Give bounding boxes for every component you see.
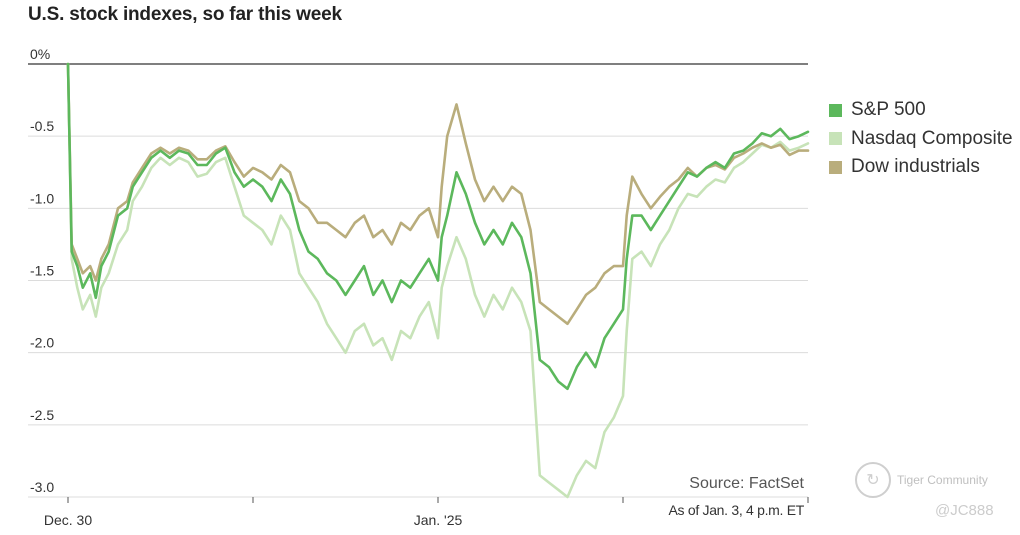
x-tick-label: Dec. 30 bbox=[44, 512, 92, 528]
legend-item-nasdaq: Nasdaq Composite bbox=[829, 125, 1013, 154]
y-axis-ticks: 0% -0.5 -1.0 -1.5 -2.0 -2.5 -3.0 bbox=[30, 46, 54, 495]
as-of-note: As of Jan. 3, 4 p.m. ET bbox=[668, 502, 805, 518]
series-line-dow-industrials bbox=[66, 62, 810, 326]
y-tick-label: -0.5 bbox=[30, 118, 54, 134]
legend-swatch bbox=[829, 132, 842, 146]
legend-label: Dow industrials bbox=[851, 156, 980, 178]
tiger-logo-icon: ↻ bbox=[855, 462, 891, 498]
source-note: Source: FactSet bbox=[689, 475, 804, 492]
grid-lines bbox=[28, 63, 808, 498]
y-tick-label: -3.0 bbox=[30, 479, 54, 495]
series-lines bbox=[66, 62, 810, 499]
y-tick-label: -2.0 bbox=[30, 335, 54, 351]
chart-title: U.S. stock indexes, so far this week bbox=[28, 4, 342, 25]
legend-item-sp500: S&P 500 bbox=[829, 96, 1013, 125]
watermark: ↻ Tiger Community bbox=[855, 462, 988, 498]
legend-item-dow: Dow industrials bbox=[829, 153, 1013, 182]
watermark-text: Tiger Community bbox=[897, 473, 988, 487]
legend-label: Nasdaq Composite bbox=[851, 127, 1013, 149]
y-tick-label: 0% bbox=[30, 46, 50, 62]
series-line-nasdaq-composite bbox=[66, 62, 810, 499]
legend-label: S&P 500 bbox=[851, 99, 926, 121]
x-tick-label: Jan. '25 bbox=[414, 512, 463, 528]
x-axis-ticks: Dec. 30 Jan. '25 bbox=[44, 497, 809, 528]
y-tick-label: -1.0 bbox=[30, 190, 54, 206]
y-tick-label: -2.5 bbox=[30, 407, 54, 423]
watermark-handle: @JC888 bbox=[935, 502, 994, 519]
legend-swatch bbox=[829, 160, 842, 174]
legend-swatch bbox=[829, 103, 842, 117]
series-line-s-p-500 bbox=[66, 62, 810, 391]
legend: S&P 500 Nasdaq Composite Dow industrials bbox=[829, 96, 1013, 182]
y-tick-label: -1.5 bbox=[30, 263, 54, 279]
